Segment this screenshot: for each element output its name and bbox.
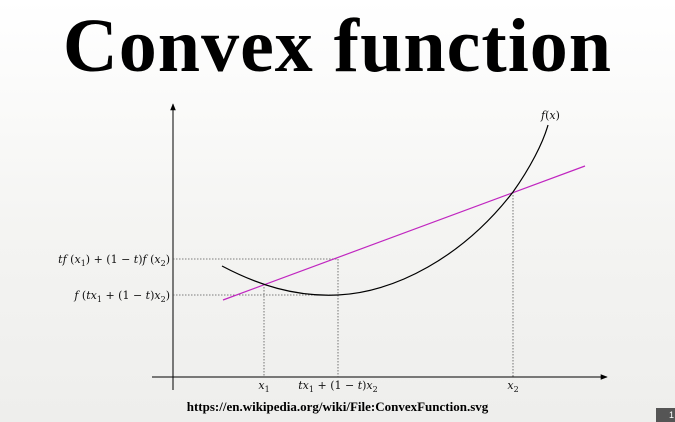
x2-tick-label: x2 [507,379,518,394]
mid-x-tick-label: tx1 + (1 − t)x2 [298,379,377,394]
page-number: 1 [656,408,675,422]
curve-label: f(x) [540,109,560,122]
chord-value-label: tf (x1) + (1 − t)f (x2) [58,253,170,268]
slide-title: Convex function [62,4,613,88]
secant-line [222,165,586,301]
x1-tick-label: x1 [258,379,269,394]
source-link[interactable]: https://en.wikipedia.org/wiki/File:Conve… [186,399,489,414]
function-value-label: f (tx1 + (1 − t)x2) [73,289,170,304]
convex-curve [221,124,549,296]
